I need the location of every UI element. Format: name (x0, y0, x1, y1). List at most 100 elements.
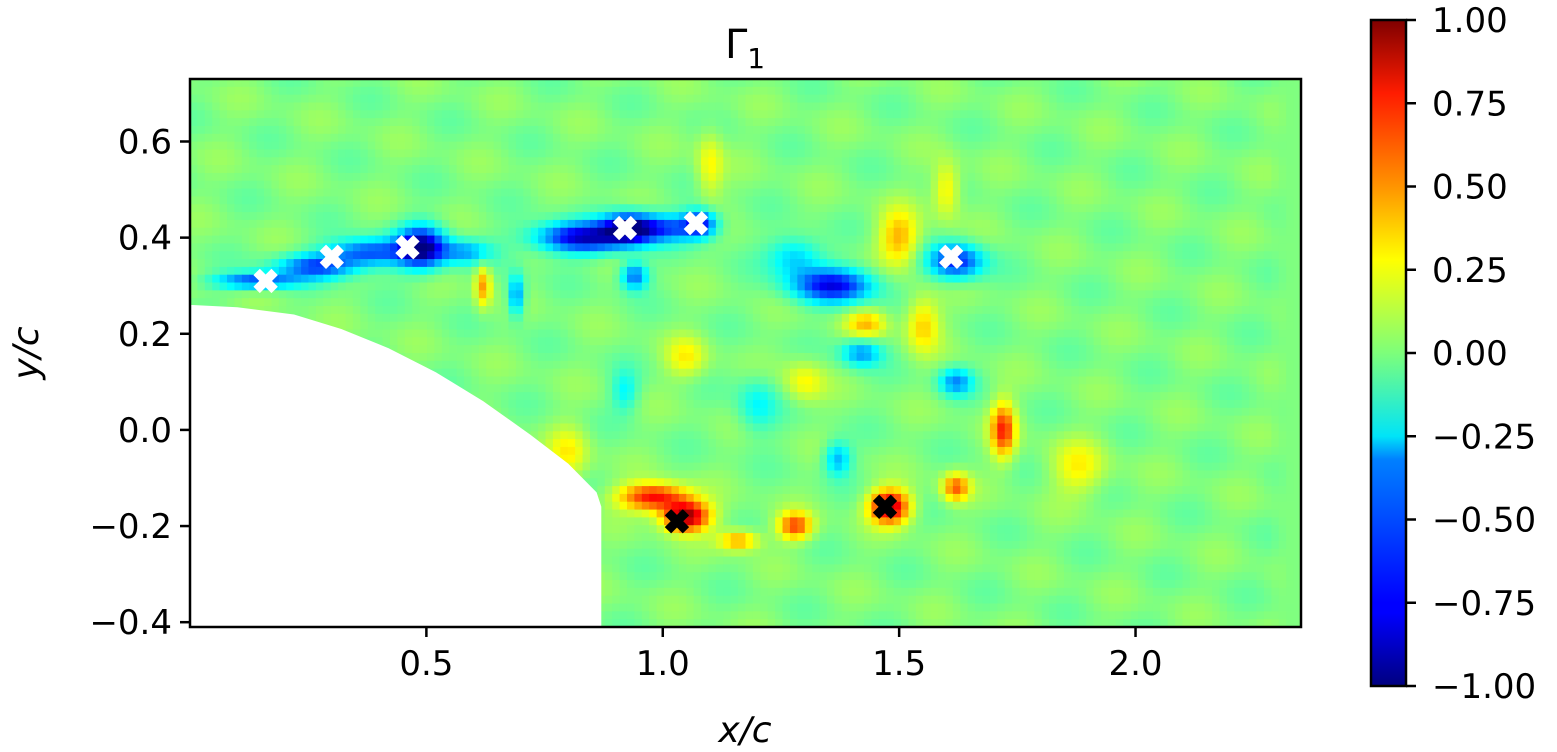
heatmap-cell (915, 118, 924, 127)
heatmap-cell (486, 298, 495, 307)
heatmap-cell (1101, 298, 1110, 307)
heatmap-cell (338, 188, 347, 198)
heatmap-cell (582, 227, 591, 237)
heatmap-cell (404, 110, 413, 119)
heatmap-cell (997, 204, 1006, 213)
heatmap-cell (293, 157, 302, 166)
heatmap-cell (797, 235, 806, 244)
heatmap-cell (1271, 329, 1280, 338)
heatmap-cell (856, 274, 865, 284)
heatmap-cell (1278, 251, 1287, 260)
heatmap-cell (478, 235, 487, 244)
heatmap-cell (775, 157, 784, 166)
heatmap-cell (664, 251, 673, 260)
heatmap-cell (1226, 235, 1235, 244)
heatmap-cell (701, 149, 710, 158)
heatmap-cell (893, 118, 902, 127)
heatmap-cell (708, 141, 717, 151)
heatmap-cell (752, 321, 761, 331)
heatmap-cell (1026, 102, 1035, 111)
heatmap-cell (1204, 212, 1213, 221)
heatmap-cell (1175, 110, 1184, 119)
heatmap-cell (1182, 212, 1191, 221)
heatmap-cell (589, 227, 598, 237)
heatmap-cell (797, 149, 806, 158)
heatmap-cell (427, 298, 436, 307)
heatmap-cell (360, 118, 369, 127)
heatmap-cell (989, 110, 998, 119)
heatmap-cell (538, 102, 547, 111)
heatmap-cell (1078, 321, 1087, 331)
heatmap-cell (923, 94, 932, 104)
heatmap-cell (1271, 282, 1280, 291)
heatmap-cell (241, 196, 250, 205)
heatmap-cell (878, 235, 887, 244)
heatmap-cell (1101, 86, 1110, 96)
heatmap-cell (1197, 282, 1206, 291)
heatmap-cell (738, 243, 747, 252)
heatmap-cell (982, 321, 991, 331)
heatmap-cell (1115, 94, 1124, 104)
heatmap-cell (301, 298, 310, 307)
heatmap-cell (641, 274, 650, 284)
heatmap-cell (886, 290, 895, 299)
heatmap-cell (241, 290, 250, 299)
heatmap-cell (730, 274, 739, 284)
heatmap-cell (1026, 313, 1035, 323)
heatmap-cell (812, 157, 821, 166)
heatmap-cell (375, 274, 384, 284)
heatmap-cell (938, 321, 947, 331)
heatmap-cell (849, 94, 858, 104)
heatmap-cell (360, 329, 369, 338)
heatmap-cell (1293, 298, 1301, 307)
heatmap-cell (412, 306, 421, 315)
heatmap-cell (1108, 227, 1117, 237)
heatmap-cell (501, 94, 510, 104)
heatmap-cell (649, 188, 658, 198)
heatmap-cell (893, 141, 902, 151)
heatmap-cell (315, 313, 324, 323)
heatmap-cell (826, 266, 835, 276)
heatmap-cell (523, 337, 532, 346)
heatmap-cell (589, 180, 598, 190)
heatmap-cell (1071, 165, 1080, 174)
heatmap-cell (1271, 86, 1280, 96)
heatmap-cell (649, 259, 658, 268)
heatmap-cell (923, 110, 932, 119)
heatmap-cell (671, 259, 680, 268)
heatmap-cell (775, 306, 784, 315)
heatmap-cell (856, 313, 865, 323)
heatmap-cell (1108, 251, 1117, 260)
heatmap-cell (1123, 259, 1132, 268)
heatmap-cell (960, 118, 969, 127)
heatmap-cell (1063, 235, 1072, 244)
heatmap-cell (1212, 86, 1221, 96)
heatmap-cell (219, 188, 228, 198)
heatmap-cell (975, 329, 984, 338)
heatmap-cell (552, 149, 561, 158)
heatmap-cell (427, 125, 436, 135)
heatmap-cell (1197, 102, 1206, 111)
heatmap-cell (1263, 196, 1272, 205)
heatmap-cell (871, 219, 880, 229)
heatmap-cell (649, 227, 658, 237)
heatmap-cell (567, 298, 576, 307)
heatmap-cell (797, 188, 806, 198)
heatmap-cell (1086, 212, 1095, 221)
heatmap-cell (708, 329, 717, 338)
heatmap-cell (901, 196, 910, 205)
heatmap-cell (1071, 86, 1080, 96)
heatmap-cell (1263, 141, 1272, 151)
heatmap-cell (626, 149, 635, 158)
heatmap-cell (1034, 235, 1043, 244)
heatmap-cell (582, 298, 591, 307)
heatmap-cell (1086, 165, 1095, 174)
heatmap-cell (1234, 298, 1243, 307)
heatmap-cell (575, 86, 584, 96)
heatmap-cell (923, 79, 932, 88)
heatmap-cell (908, 212, 917, 221)
heatmap-cell (575, 266, 584, 276)
heatmap-cell (1071, 243, 1080, 252)
heatmap-cell (915, 212, 924, 221)
heatmap-cell (197, 235, 206, 244)
